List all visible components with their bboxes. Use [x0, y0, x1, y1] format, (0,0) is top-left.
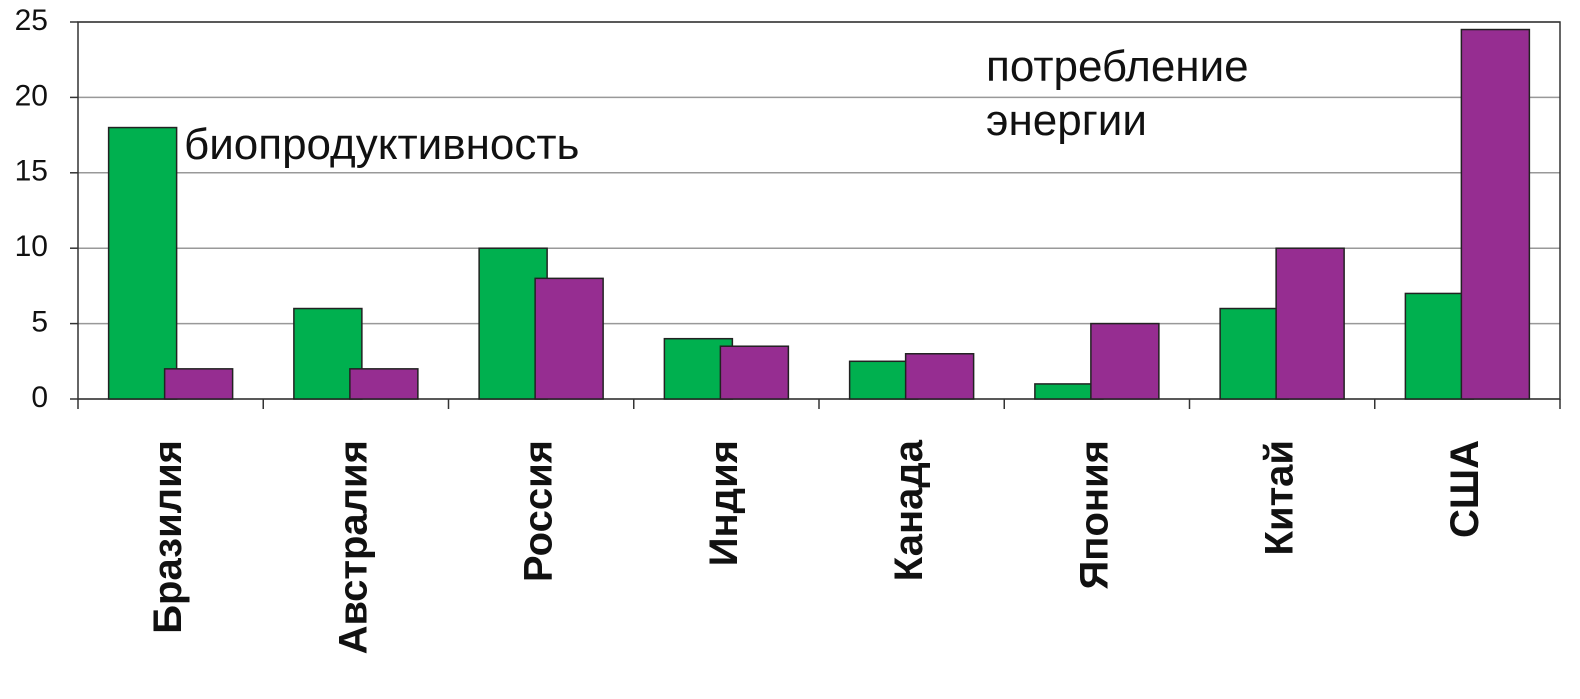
x-tick-label: Китай — [1258, 440, 1302, 555]
series-label: биопродуктивность — [184, 120, 580, 169]
bar — [719, 345, 790, 400]
bar — [163, 368, 234, 400]
y-tick-label: 5 — [31, 306, 48, 339]
bar — [534, 277, 604, 400]
x-tick-label: Россия — [517, 440, 561, 582]
x-tick-label: Япония — [1072, 440, 1116, 589]
y-tick-label: 0 — [31, 381, 48, 414]
y-tick-label: 10 — [15, 230, 48, 263]
y-tick-label: 20 — [15, 79, 48, 112]
bar — [1090, 322, 1160, 400]
bar — [904, 353, 975, 400]
x-tick-label: Австралия — [331, 440, 375, 654]
x-tick-label: США — [1443, 440, 1487, 538]
x-tick-label: Бразилия — [146, 440, 190, 634]
y-tick-label: 15 — [15, 155, 48, 188]
series-label: потребление энергии — [986, 42, 1249, 145]
bar — [349, 368, 419, 400]
bar — [1275, 247, 1345, 400]
y-tick-label: 25 — [15, 4, 48, 37]
x-tick-label: Индия — [702, 440, 746, 566]
bar — [1460, 28, 1531, 400]
x-tick-label: Канада — [887, 439, 931, 581]
bar — [107, 126, 178, 400]
